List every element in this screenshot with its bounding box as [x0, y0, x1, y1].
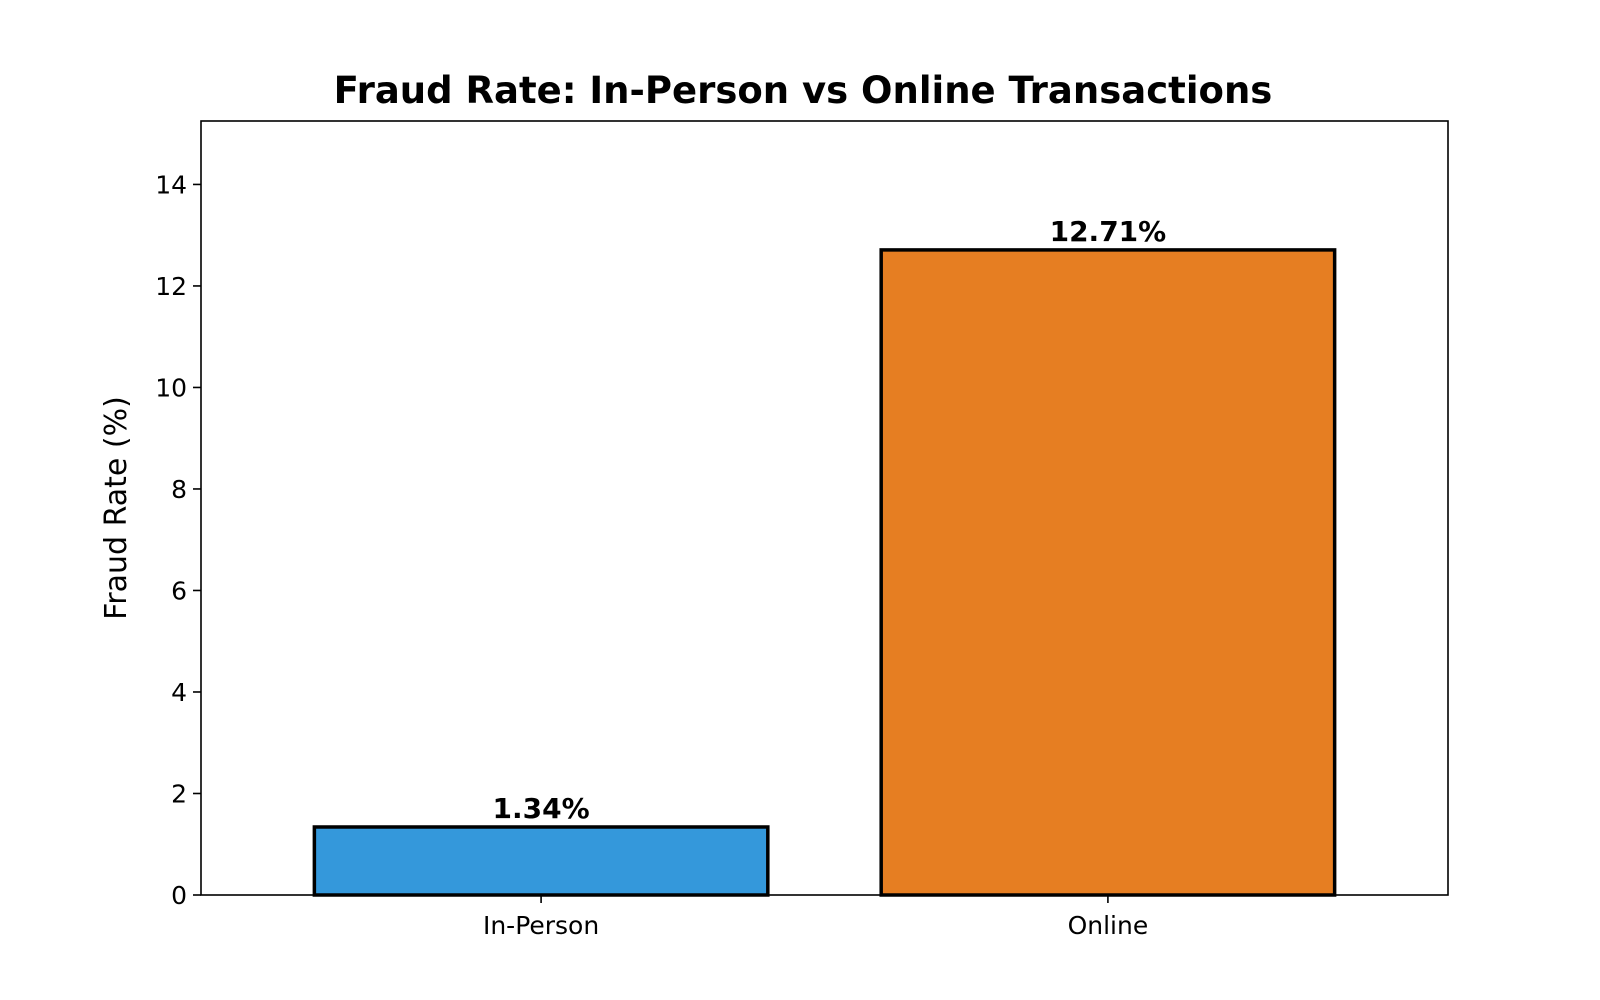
bars-layer: [312, 248, 1337, 897]
bar-online: [879, 248, 1337, 897]
y-tick-label: 2: [171, 779, 187, 808]
x-tick-label: Online: [1068, 911, 1149, 940]
y-tick-label: 0: [171, 881, 187, 910]
bar-in-person: [312, 825, 770, 897]
plot-frame: [200, 120, 1449, 896]
data-labels: 1.34% 12.71%: [493, 215, 1167, 825]
y-tick-label: 12: [155, 272, 187, 301]
y-tick-label: 8: [171, 475, 187, 504]
chart-title: Fraud Rate: In-Person vs Online Transact…: [334, 69, 1273, 112]
x-tick-label: In-Person: [483, 911, 599, 940]
y-axis: 0 2 4 6 8 10 12 14: [155, 170, 201, 910]
y-tick-label: 4: [171, 678, 187, 707]
y-axis-label: Fraud Rate (%): [99, 396, 134, 620]
x-axis: In-Person Online: [483, 895, 1148, 940]
bar-value-label: 12.71%: [1050, 215, 1167, 248]
y-tick-label: 14: [155, 170, 187, 199]
y-tick-label: 10: [155, 373, 187, 402]
y-tick-label: 6: [171, 576, 187, 605]
bar-value-label: 1.34%: [493, 792, 590, 825]
